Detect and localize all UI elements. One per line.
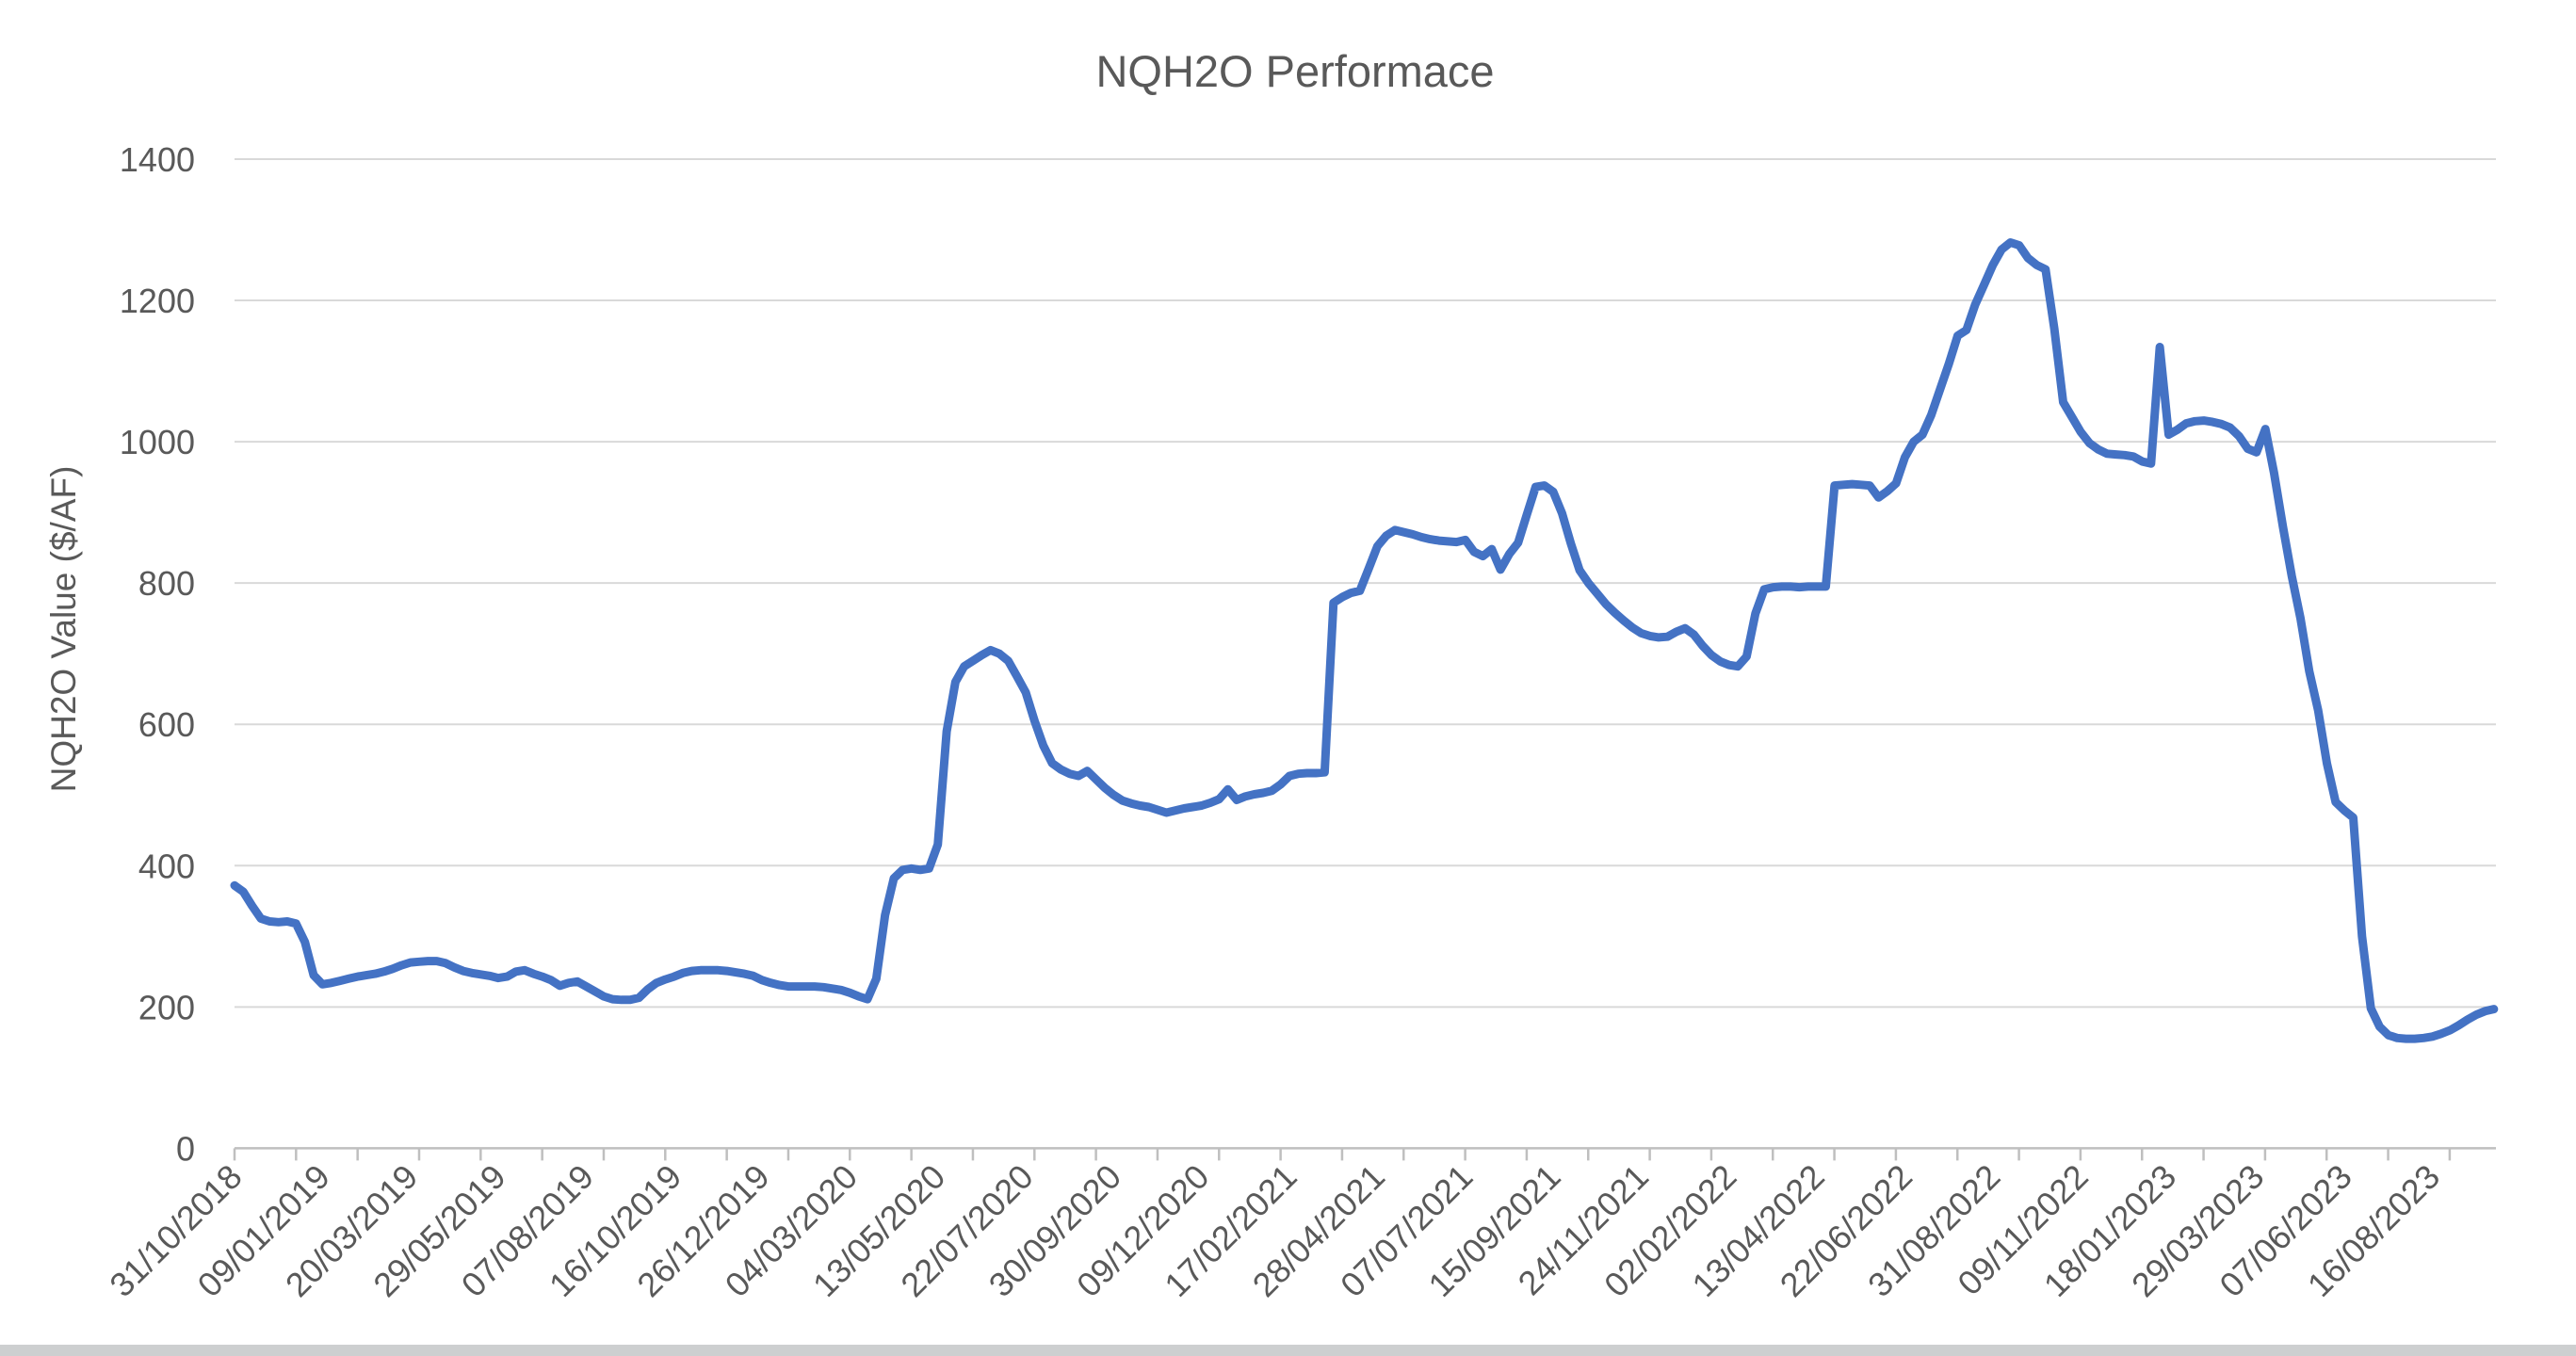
chart-title: NQH2O Performace	[1095, 46, 1494, 96]
y-tick-label: 1200	[120, 282, 195, 320]
x-axis	[233, 1147, 2496, 1161]
y-tick-labels: 0 200 400 600 800 1000 1200 1400	[120, 140, 195, 1168]
y-tick-label: 800	[138, 564, 195, 603]
x-tick-labels: 31/10/201809/01/201920/03/201929/05/2019…	[102, 1157, 2447, 1304]
y-tick-label: 1000	[120, 423, 195, 461]
y-axis-title: NQH2O Value ($/AF)	[44, 466, 83, 793]
y-tick-label: 200	[138, 988, 195, 1026]
y-tick-label: 600	[138, 705, 195, 744]
gridlines	[235, 157, 2496, 1009]
nqh2o-series-line	[230, 238, 2499, 1043]
y-tick-label: 400	[138, 847, 195, 885]
window-bottom-edge	[0, 1345, 2576, 1356]
y-tick-label: 0	[176, 1129, 195, 1168]
y-tick-label: 1400	[120, 140, 195, 179]
